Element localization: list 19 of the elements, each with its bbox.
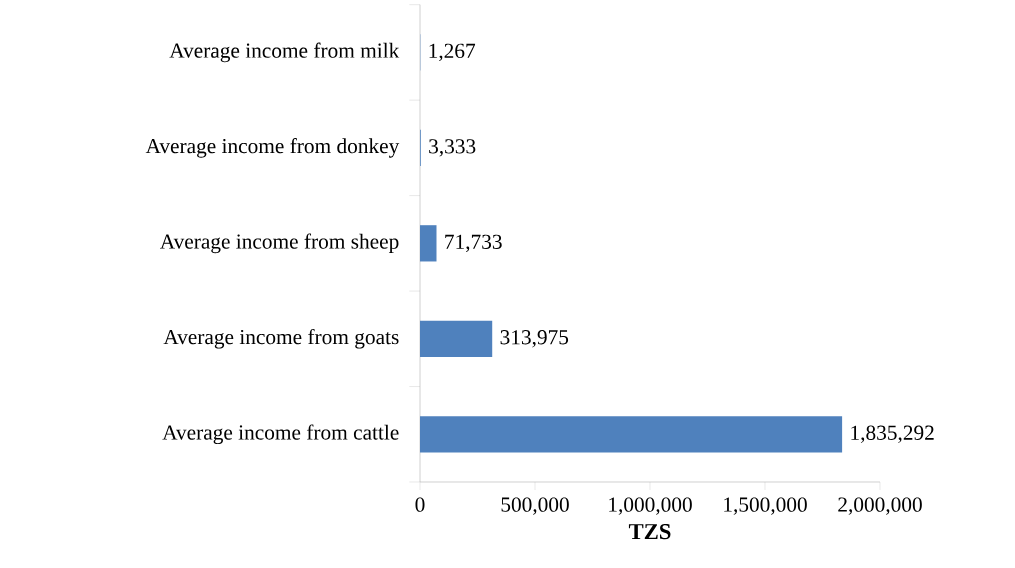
x-tick-label: 1,000,000: [609, 497, 692, 515]
x-tick-label: 500,000: [501, 497, 569, 515]
data-label: 1,835,292: [851, 425, 934, 443]
bar: [420, 320, 493, 357]
data-label: 3,333: [429, 139, 476, 157]
y-tick-label: Average income from milk: [169, 42, 400, 63]
x-tick-label: 1,500,000: [724, 497, 807, 515]
y-tick-label: Average income from goats: [163, 328, 399, 349]
y-tick-label: Average income from cattle: [162, 424, 399, 445]
x-axis-title: TZS: [628, 523, 671, 540]
bar: [420, 416, 843, 453]
data-label: 1,267: [429, 43, 476, 62]
y-tick-label: Average income from sheep: [160, 233, 399, 254]
data-label: 313,975: [500, 330, 569, 348]
y-tick-label: Average income from donkey: [145, 138, 400, 158]
x-tick-label: 0: [415, 497, 425, 512]
x-tick-label: 2,000,000: [838, 497, 922, 515]
bar: [420, 225, 437, 262]
data-label: 71,733: [445, 234, 502, 253]
